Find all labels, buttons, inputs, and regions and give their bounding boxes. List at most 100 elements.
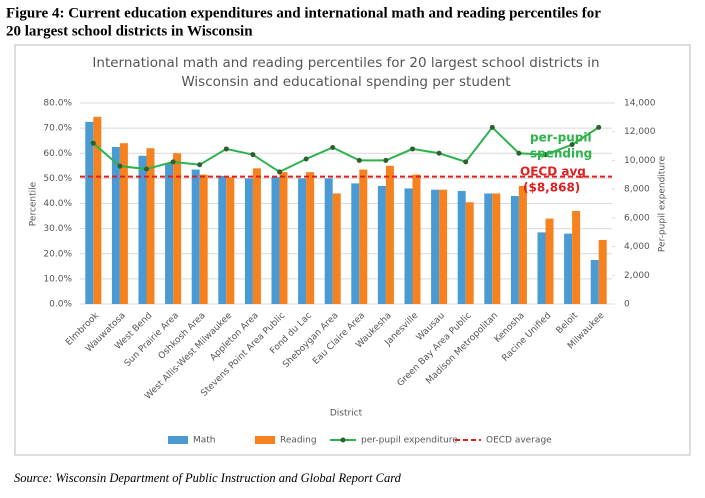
caption: Figure 4: Current education expenditures… [6,5,601,21]
y2-tick-label: 8,000 [624,185,650,195]
bar [510,195,519,304]
bar [518,185,527,304]
bar [173,153,182,304]
marker [117,163,123,169]
y2-tick-label: 10,000 [624,156,656,166]
marker [197,162,203,168]
bar [545,218,554,304]
x-tick-label: Beloit [555,310,581,336]
caption: 20 largest school districts in Wisconsin [6,23,253,39]
annotation: per-pupil [530,131,592,145]
bar [138,155,147,304]
bar [324,178,333,304]
marker [543,152,548,158]
bar [590,260,599,304]
y-tick-label: 60.0% [43,149,72,159]
line [92,125,600,174]
y-tick-label: 20.0% [43,249,72,259]
marker [303,156,309,162]
y2-tick-label: 0 [624,300,630,310]
y-tick-label: 40.0% [43,199,72,209]
legend-label: Reading [280,436,317,446]
y-tick-label: 0.0% [49,300,72,310]
bar [351,183,360,304]
x-axis-title: District [330,409,363,419]
marker [516,150,522,156]
y-tick-label: 30.0% [43,224,72,234]
annotation: ($8,868) [523,181,580,195]
legend-swatch [168,436,188,444]
bar [359,169,368,304]
y2-tick-label: 4,000 [624,242,650,252]
bar [439,189,448,304]
bar [484,193,493,304]
bar [492,193,501,304]
bar [412,174,421,304]
bar [298,178,307,304]
marker [596,124,602,130]
marker [277,169,282,175]
y-axis-title: Percentile [29,181,39,226]
marker [356,157,362,163]
bar [377,185,386,304]
marker [330,145,336,151]
bar [111,146,120,304]
y2-tick-label: 12,000 [624,127,656,137]
marker [223,146,229,152]
bar [85,121,94,304]
bar [244,178,253,304]
marker [250,152,256,158]
annotation: OECD avg [520,165,586,179]
marker [463,159,469,165]
marker [410,146,415,152]
x-tick-label: Racine Unified [500,311,553,364]
bar [572,211,581,304]
marker [436,150,442,156]
bar [431,189,440,304]
marker [489,124,495,130]
y2-tick-label: 6,000 [624,213,650,223]
y2-tick-label: 14,000 [624,99,656,109]
bar [385,165,394,304]
bar [226,177,235,304]
bar [146,148,155,304]
annotation: spending [530,147,592,161]
legend-label: per-pupil expenditure [361,436,458,446]
legend-label: OECD average [486,436,552,446]
y2-axis-title: Per-pupil expenditure [658,155,668,252]
y-tick-label: 10.0% [43,274,72,284]
bar [404,188,413,304]
bar [93,116,102,304]
marker [383,157,389,163]
bar [279,172,288,304]
marker [170,159,176,165]
chart-title: Wisconsin and educational spending per s… [181,74,510,90]
source: Source: Wisconsin Department of Public I… [14,471,402,485]
bar [306,172,315,304]
marker [144,166,149,172]
y2-tick-label: 2,000 [624,271,650,281]
bar [465,202,474,304]
bar [252,168,261,304]
chart-title: International math and reading percentil… [92,55,599,71]
legend-swatch [255,436,275,444]
bar [564,233,573,304]
legend-label: Math [193,436,216,446]
bar [218,175,227,304]
y-tick-label: 80.0% [43,99,72,109]
y-tick-label: 70.0% [43,124,72,134]
bar [199,174,208,304]
chart-frame [14,44,691,456]
bar [598,239,607,304]
x-tick-label: Oshkosh Area [157,311,208,362]
bar [537,232,546,304]
bar [165,163,174,304]
marker [569,142,575,148]
bar [457,190,466,304]
legend-swatch [340,437,346,443]
marker [90,140,96,146]
y-tick-label: 50.0% [43,174,72,184]
bar [191,169,200,304]
bar [119,143,128,304]
